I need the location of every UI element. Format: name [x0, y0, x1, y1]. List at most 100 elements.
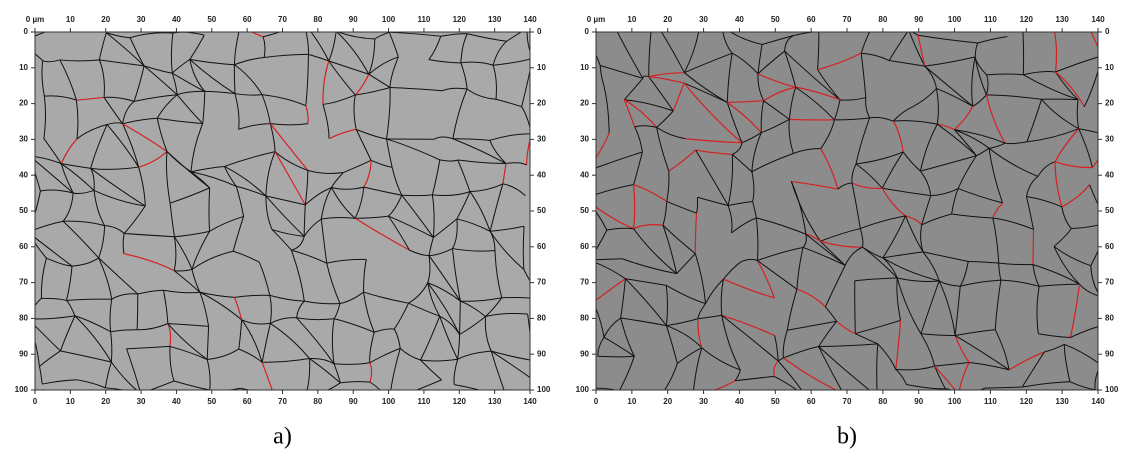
bottom-tick-label: 80 — [313, 397, 322, 406]
top-tick-label: 10 — [627, 15, 636, 24]
top-tick-label: 50 — [771, 15, 780, 24]
bottom-tick-label: 20 — [101, 397, 110, 406]
top-tick-label: 40 — [735, 15, 744, 24]
bottom-tick-label: 50 — [771, 397, 780, 406]
top-tick-label: 0 µm — [587, 15, 605, 24]
right-tick-label: 40 — [537, 170, 546, 179]
right-tick-label: 50 — [1105, 206, 1114, 215]
right-tick-label: 80 — [537, 314, 546, 323]
bottom-tick-label: 30 — [137, 397, 146, 406]
right-tick-label: 20 — [537, 99, 546, 108]
panel-caption: b) — [837, 424, 857, 450]
top-tick-label: 110 — [984, 15, 997, 24]
bottom-tick-label: 110 — [984, 397, 997, 406]
top-tick-label: 30 — [137, 15, 146, 24]
top-tick-label: 20 — [101, 15, 110, 24]
bottom-tick-label: 100 — [382, 397, 396, 406]
right-tick-label: 20 — [1105, 99, 1114, 108]
right-tick-label: 70 — [1105, 278, 1114, 287]
top-tick-label: 40 — [172, 15, 181, 24]
bottom-tick-label: 20 — [663, 397, 672, 406]
left-tick-label: 30 — [580, 135, 589, 144]
left-tick-label: 80 — [580, 314, 589, 323]
right-tick-label: 30 — [537, 135, 546, 144]
top-tick-label: 30 — [699, 15, 708, 24]
left-tick-label: 70 — [580, 278, 589, 287]
grain-boundary — [855, 281, 856, 334]
left-tick-label: 100 — [576, 385, 590, 394]
left-tick-label: 0 — [585, 27, 590, 36]
micrograph-background — [596, 32, 1098, 390]
top-tick-label: 140 — [523, 15, 537, 24]
right-tick-label: 30 — [1105, 135, 1114, 144]
left-tick-label: 80 — [19, 314, 28, 323]
top-tick-label: 70 — [278, 15, 287, 24]
right-tick-label: 60 — [537, 242, 546, 251]
top-tick-label: 100 — [948, 15, 962, 24]
twin-boundary — [789, 119, 834, 120]
left-tick-label: 40 — [19, 170, 28, 179]
bottom-tick-label: 0 — [594, 397, 599, 406]
top-tick-label: 100 — [382, 15, 396, 24]
right-tick-label: 100 — [1105, 385, 1119, 394]
right-tick-label: 90 — [537, 349, 546, 358]
left-tick-label: 10 — [580, 63, 589, 72]
top-tick-label: 130 — [1055, 15, 1069, 24]
top-tick-label: 80 — [878, 15, 887, 24]
bottom-tick-label: 90 — [349, 397, 358, 406]
top-tick-label: 80 — [313, 15, 322, 24]
top-tick-label: 60 — [807, 15, 816, 24]
top-tick-label: 50 — [207, 15, 216, 24]
bottom-tick-label: 120 — [1020, 397, 1034, 406]
right-tick-label: 40 — [1105, 170, 1114, 179]
left-tick-label: 20 — [19, 99, 28, 108]
bottom-tick-label: 80 — [878, 397, 887, 406]
left-tick-label: 50 — [580, 206, 589, 215]
bottom-tick-label: 70 — [278, 397, 287, 406]
bottom-tick-label: 0 — [33, 397, 38, 406]
top-tick-label: 110 — [417, 15, 430, 24]
top-tick-label: 90 — [349, 15, 358, 24]
left-tick-label: 90 — [19, 349, 28, 358]
bottom-tick-label: 130 — [488, 397, 502, 406]
micrograph — [23, 22, 540, 400]
micrograph — [583, 18, 1113, 404]
bottom-tick-label: 130 — [1055, 397, 1069, 406]
top-tick-label: 0 µm — [26, 15, 44, 24]
bottom-tick-label: 40 — [172, 397, 181, 406]
left-tick-label: 10 — [19, 63, 28, 72]
bottom-tick-label: 50 — [207, 397, 216, 406]
right-tick-label: 60 — [1105, 242, 1114, 251]
right-tick-label: 100 — [537, 385, 551, 394]
bottom-tick-label: 140 — [523, 397, 537, 406]
top-tick-label: 70 — [843, 15, 852, 24]
bottom-tick-label: 60 — [807, 397, 816, 406]
top-tick-label: 130 — [488, 15, 502, 24]
left-tick-label: 50 — [19, 206, 28, 215]
bottom-tick-label: 110 — [417, 397, 430, 406]
bottom-tick-label: 140 — [1091, 397, 1105, 406]
top-tick-label: 10 — [66, 15, 75, 24]
bottom-tick-label: 90 — [914, 397, 923, 406]
left-tick-label: 100 — [15, 385, 29, 394]
bottom-tick-label: 120 — [453, 397, 467, 406]
left-tick-label: 30 — [19, 135, 28, 144]
left-tick-label: 40 — [580, 170, 589, 179]
panel-caption: a) — [273, 424, 292, 450]
right-tick-label: 10 — [1105, 63, 1114, 72]
right-tick-label: 0 — [537, 27, 542, 36]
micrograph-background — [35, 32, 530, 390]
top-tick-label: 120 — [453, 15, 467, 24]
left-tick-label: 20 — [580, 99, 589, 108]
left-tick-label: 70 — [19, 278, 28, 287]
left-tick-label: 60 — [580, 242, 589, 251]
left-tick-label: 0 — [24, 27, 29, 36]
right-tick-label: 50 — [537, 206, 546, 215]
right-tick-label: 70 — [537, 278, 546, 287]
bottom-tick-label: 70 — [843, 397, 852, 406]
bottom-tick-label: 60 — [243, 397, 252, 406]
right-tick-label: 80 — [1105, 314, 1114, 323]
top-tick-label: 140 — [1091, 15, 1105, 24]
top-tick-label: 90 — [914, 15, 923, 24]
top-tick-label: 60 — [243, 15, 252, 24]
